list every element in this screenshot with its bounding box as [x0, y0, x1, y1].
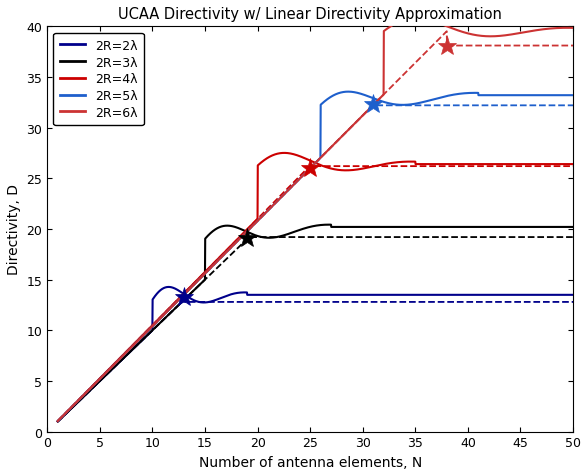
Y-axis label: Directivity, D: Directivity, D: [7, 184, 21, 275]
Title: UCAA Directivity w/ Linear Directivity Approximation: UCAA Directivity w/ Linear Directivity A…: [118, 7, 502, 22]
Legend: 2R=2λ, 2R=3λ, 2R=4λ, 2R=5λ, 2R=6λ: 2R=2λ, 2R=3λ, 2R=4λ, 2R=5λ, 2R=6λ: [54, 33, 143, 126]
X-axis label: Number of antenna elements, N: Number of antenna elements, N: [199, 455, 422, 469]
